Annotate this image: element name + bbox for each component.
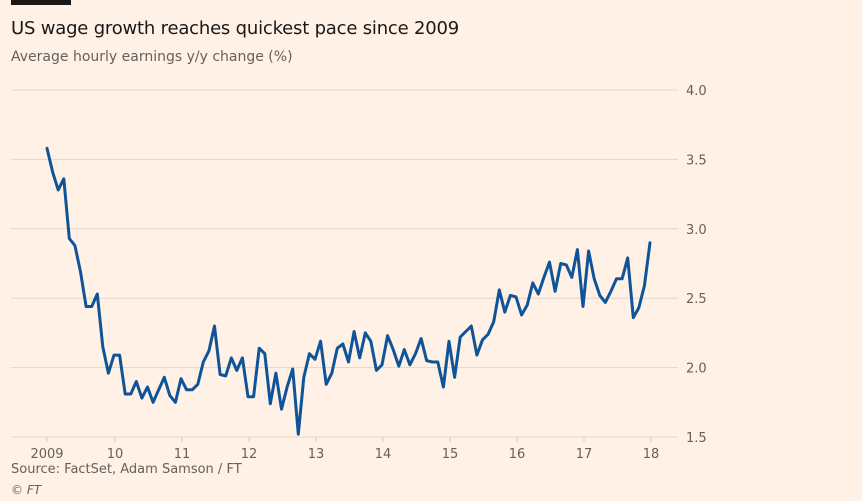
y-tick-label: 3.0	[686, 223, 707, 238]
series-layer	[45, 146, 652, 436]
y-axis-ticks: 4.0 3.5 3.0 2.5 2.0 1.5	[686, 84, 707, 446]
copyright-note: © FT	[11, 483, 42, 497]
x-tick-label: 18	[643, 447, 660, 462]
y-tick-label: 2.0	[686, 362, 707, 377]
x-tick-label: 13	[308, 447, 325, 462]
y-tick-label: 4.0	[686, 84, 707, 99]
series-line-wage-growth	[45, 146, 652, 436]
ft-top-rule	[11, 0, 71, 5]
chart-title: US wage growth reaches quickest pace sin…	[11, 18, 460, 39]
y-tick-label: 2.5	[686, 292, 707, 307]
x-tick-label: 16	[509, 447, 526, 462]
x-tick-label: 11	[174, 447, 191, 462]
x-tick-label: 17	[576, 447, 593, 462]
x-tick-label: 14	[375, 447, 392, 462]
source-note: Source: FactSet, Adam Samson / FT	[11, 462, 242, 477]
y-tick-label: 1.5	[686, 431, 707, 446]
chart-subtitle: Average hourly earnings y/y change (%)	[11, 49, 293, 65]
x-tick-label: 10	[107, 447, 124, 462]
y-tick-label: 3.5	[686, 153, 707, 168]
x-tick-label: 12	[241, 447, 258, 462]
x-tick-label: 15	[442, 447, 459, 462]
gridlines	[11, 89, 678, 438]
x-axis-ticks: 2009 10 11 12 13 14 15 16 17 18	[30, 437, 659, 462]
x-tick-label: 2009	[30, 447, 63, 462]
